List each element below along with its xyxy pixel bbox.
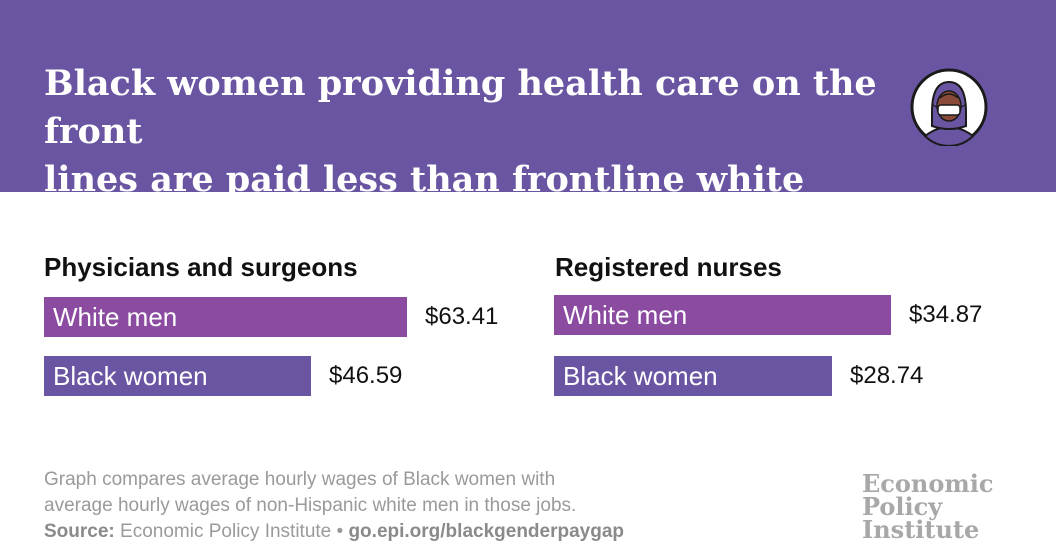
value-nurses-black-women: $28.74 bbox=[850, 362, 924, 389]
footnote-line-2: average hourly wages of non-Hispanic whi… bbox=[44, 495, 577, 516]
value-nurses-white-men: $34.87 bbox=[909, 301, 983, 328]
source-text: Economic Policy Institute bbox=[120, 521, 332, 542]
source-link[interactable]: go.epi.org/blackgenderpaygap bbox=[348, 521, 625, 542]
footnote-line-1: Graph compares average hourly wages of B… bbox=[44, 469, 556, 490]
source-label: Source: bbox=[44, 521, 115, 542]
source-separator: • bbox=[336, 521, 344, 542]
bar-nurses-white-men: White men bbox=[554, 295, 891, 335]
logo-line-3: Institute bbox=[862, 515, 980, 544]
headline-line-1: Black women providing health care on the… bbox=[44, 63, 877, 152]
bar-label: Black women bbox=[563, 361, 718, 391]
header-banner: Black women providing health care on the… bbox=[0, 0, 1056, 248]
health-worker-with-mask-icon bbox=[910, 68, 988, 146]
headline: Black women providing health care on the… bbox=[44, 60, 904, 252]
value-physicians-black-women: $46.59 bbox=[329, 362, 403, 389]
bar-nurses-black-women: Black women bbox=[554, 356, 832, 396]
logo-line-1: Economic bbox=[862, 469, 994, 498]
headline-line-2: lines are paid less than frontline white… bbox=[44, 159, 805, 248]
bar-physicians-black-women: Black women bbox=[44, 356, 311, 396]
chart-title-physicians: Physicians and surgeons bbox=[44, 252, 358, 282]
bar-physicians-white-men: White men bbox=[44, 297, 407, 337]
bar-label: Black women bbox=[53, 361, 208, 391]
value-physicians-white-men: $63.41 bbox=[425, 303, 499, 330]
logo-line-2: Policy bbox=[862, 492, 943, 521]
epi-logo: Economic Policy Institute bbox=[862, 469, 994, 544]
bar-label: White men bbox=[53, 302, 178, 332]
chart-title-nurses: Registered nurses bbox=[555, 252, 782, 282]
bar-label: White men bbox=[563, 300, 688, 330]
source-line: Source: Economic Policy Institute • go.e… bbox=[44, 520, 624, 544]
